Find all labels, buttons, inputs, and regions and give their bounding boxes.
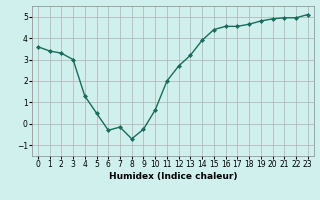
X-axis label: Humidex (Indice chaleur): Humidex (Indice chaleur): [108, 172, 237, 181]
